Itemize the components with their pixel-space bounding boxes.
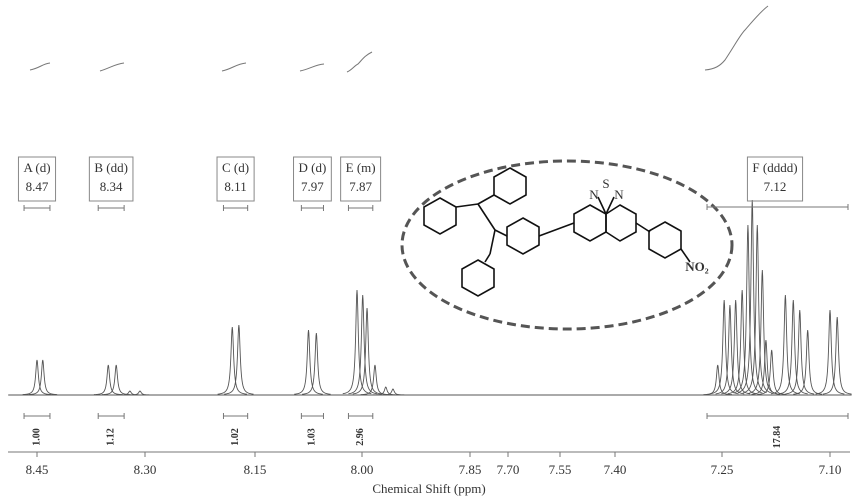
peak [94,365,123,395]
x-tick-label: 7.25 [711,462,734,477]
x-tick-label: 7.55 [549,462,572,477]
integral-label: 1.00 [31,428,42,446]
x-tick-label: 8.15 [244,462,267,477]
molecule: S N N NO₂ [402,161,732,329]
multiplet-label: E (m) [346,160,376,175]
multiplet-shift: 7.12 [764,179,787,194]
multiplet-label: D (d) [299,160,327,175]
peak [23,360,52,395]
integral-label: 1.12 [105,428,116,446]
atom-label: N [589,187,599,202]
multiplet-shift: 7.87 [349,179,372,194]
structure-bonds [424,168,690,296]
atom-label: N [614,187,624,202]
multiplet-shift: 8.47 [26,179,49,194]
peak [343,290,372,394]
integral-label: 1.03 [307,428,318,446]
integral-label: 2.96 [355,428,366,446]
chart: S N N NO₂ Chemical Shift (ppm) 8.45 8.30 8… [0,0,858,503]
multiplet-label: A (d) [23,160,50,175]
multiplet-label: B (dd) [94,160,128,175]
x-tick-label: 7.70 [497,462,520,477]
x-tick-label: 7.85 [459,462,482,477]
integral-curves [30,6,768,72]
peak [823,317,852,394]
multiplet-label: C (d) [222,160,249,175]
x-tick-label: 8.00 [351,462,374,477]
integral-label: 17.84 [772,426,783,449]
peak [771,295,800,394]
peak [294,330,323,394]
multiplet-shift: 7.97 [301,179,324,194]
x-axis-title: Chemical Shift (ppm) [372,481,485,496]
peak [348,295,377,394]
x-tick-label: 7.10 [819,462,842,477]
integral-label: 1.02 [230,428,241,446]
peak [28,360,57,395]
molecule-outline [402,161,732,329]
multiplet-shift: 8.11 [224,179,246,194]
peak [102,365,131,395]
multiplet-shift: 8.34 [100,179,123,194]
multiplet-label: F (dddd) [752,160,797,175]
atom-label: S [602,176,609,191]
x-tick-label: 7.40 [604,462,627,477]
x-tick-label: 8.30 [134,462,157,477]
atom-label: NO₂ [685,259,709,274]
peak [816,310,845,394]
x-tick-label: 8.45 [26,462,49,477]
peak [302,333,331,394]
